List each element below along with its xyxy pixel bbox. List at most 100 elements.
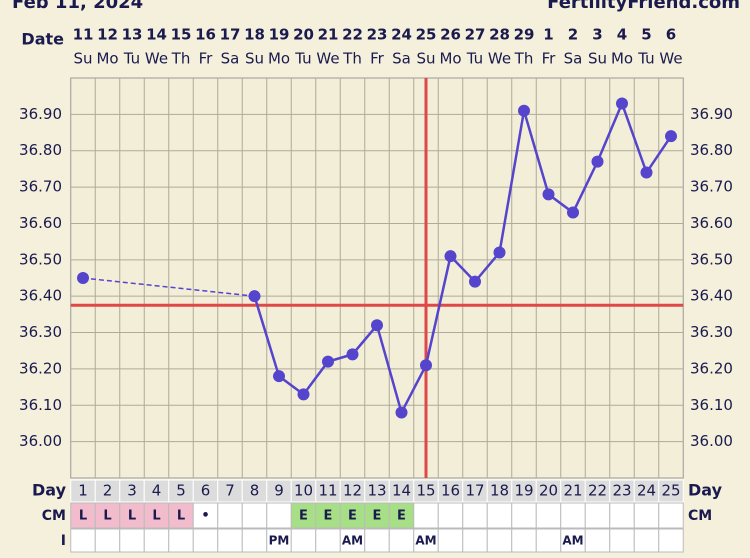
cm-cell [241, 502, 268, 529]
cm-value: L [103, 509, 111, 524]
y-tick-label: 36.60 [19, 214, 62, 232]
date-label: 18 [244, 26, 265, 44]
date-label: 11 [73, 26, 94, 44]
temperature-point [640, 166, 653, 179]
i-cell [143, 528, 170, 553]
weekday-label: Mo [611, 50, 633, 68]
date-label: 15 [171, 26, 192, 44]
date-label: 2 [568, 26, 578, 44]
y-tick-label: 36.00 [19, 432, 62, 450]
temperature-point [420, 359, 432, 372]
date-label: 28 [489, 26, 510, 44]
cm-cell [511, 502, 537, 529]
date-label: 29 [514, 26, 535, 44]
temperature-point [346, 348, 359, 361]
plot-area [70, 77, 684, 479]
i-cell [584, 528, 611, 553]
i-cell [217, 528, 243, 553]
cm-cell [437, 502, 464, 529]
i-cell [192, 528, 219, 553]
date-label: 16 [195, 26, 216, 44]
weekday-label: Tu [466, 50, 483, 68]
weekday-label: Su [73, 50, 92, 68]
day-number: 21 [563, 482, 582, 500]
i-cell [315, 528, 341, 553]
i-cell [486, 528, 513, 553]
cm-cell [388, 502, 415, 529]
i-cell [290, 528, 317, 553]
day-number: 12 [343, 482, 362, 500]
day-number: 7 [225, 482, 235, 500]
temperature-point [273, 370, 285, 383]
cm-value: L [128, 509, 136, 524]
y-tick-label: 36.70 [19, 178, 62, 196]
day-number: 15 [416, 482, 435, 500]
i-cell [633, 528, 660, 553]
date-label: 22 [342, 26, 363, 44]
weekday-label: Th [514, 50, 534, 68]
date-label: 14 [146, 26, 167, 44]
intercourse-value: AM [415, 534, 436, 548]
chart-date: Feb 11, 2024 [12, 0, 143, 13]
cm-cell [535, 502, 562, 529]
date-label: 21 [318, 26, 339, 44]
weekday-label: Sa [392, 50, 411, 68]
weekday-label: Su [416, 50, 435, 68]
cm-cell [339, 502, 366, 529]
cm-value: E [324, 509, 333, 524]
date-label: 12 [97, 26, 118, 44]
weekday-label: Fr [199, 50, 214, 68]
date-label: 27 [465, 26, 486, 44]
i-cell [535, 528, 562, 553]
i-label: I [61, 533, 66, 549]
y-tick-label-right: 36.90 [690, 105, 733, 123]
y-tick-label: 36.40 [19, 287, 62, 305]
day-number: 22 [588, 482, 607, 500]
day-label-right: Day [688, 481, 723, 500]
date-label: 17 [220, 26, 241, 44]
y-tick-label: 36.90 [19, 105, 62, 123]
y-tick-label-right: 36.30 [690, 323, 733, 341]
cm-label: CM [42, 508, 66, 524]
day-number: 20 [539, 482, 558, 500]
intercourse-value: PM [269, 534, 290, 548]
day-number: 25 [661, 482, 680, 500]
temperature-point [591, 155, 604, 168]
day-number: 16 [441, 482, 460, 500]
cm-cell [217, 502, 243, 529]
i-cell [609, 528, 635, 553]
date-label: 20 [293, 26, 314, 44]
cm-cell [486, 502, 513, 529]
weekday-label: We [145, 50, 168, 68]
temperature-point [518, 104, 530, 117]
weekday-label: Mo [96, 50, 118, 68]
day-number: 24 [637, 482, 656, 500]
day-number: 23 [612, 482, 631, 500]
y-tick-label-right: 36.50 [690, 250, 733, 268]
weekday-label: We [659, 50, 682, 68]
cm-label-right: CM [688, 508, 712, 524]
cm-cell [413, 502, 439, 529]
weekday-label: Th [171, 50, 191, 68]
intercourse-value: AM [342, 534, 363, 548]
y-tick-label: 36.20 [19, 359, 62, 377]
weekday-label: Sa [564, 50, 583, 68]
weekday-label: Su [588, 50, 607, 68]
y-tick-label-right: 36.70 [690, 178, 733, 196]
temperature-point [395, 406, 408, 419]
temperature-point [493, 246, 506, 259]
weekday-label: Sa [221, 50, 240, 68]
temperature-point [665, 130, 677, 143]
cm-value: L [79, 509, 87, 524]
y-tick-label-right: 36.80 [690, 141, 733, 159]
date-label: 3 [592, 26, 602, 44]
cm-cell [315, 502, 341, 529]
cm-cell [119, 502, 145, 529]
i-cell [70, 528, 96, 553]
cm-cell [633, 502, 660, 529]
i-cell [364, 528, 390, 553]
weekday-label: Fr [542, 50, 557, 68]
temperature-point [444, 250, 457, 263]
weekday-label: Tu [123, 50, 140, 68]
